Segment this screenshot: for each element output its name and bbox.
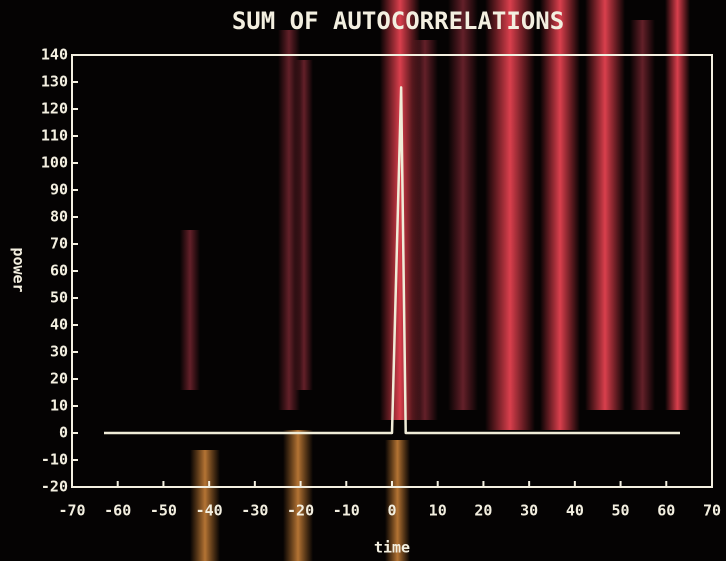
y-tick-label: 140 xyxy=(41,46,68,64)
x-tick-label: 40 xyxy=(566,502,584,520)
x-tick-label: -70 xyxy=(58,502,85,520)
y-axis-label: power xyxy=(10,247,28,292)
x-tick-label: -20 xyxy=(287,502,314,520)
y-tick-label: -20 xyxy=(41,478,68,496)
x-tick-label: 50 xyxy=(612,502,630,520)
chart-title: SUM OF AUTOCORRELATIONS xyxy=(232,7,564,35)
y-tick-label: 100 xyxy=(41,154,68,172)
x-tick-label: -60 xyxy=(104,502,131,520)
line xyxy=(104,86,680,435)
x-tick-label: -10 xyxy=(333,502,360,520)
y-tick-label: 70 xyxy=(50,235,68,253)
y-tick-label: 30 xyxy=(50,343,68,361)
background-streaks xyxy=(180,0,690,561)
y-tick-label: -10 xyxy=(41,451,68,469)
x-tick-label: -30 xyxy=(241,502,268,520)
x-tick-label: 0 xyxy=(387,502,396,520)
x-tick-label: 30 xyxy=(520,502,538,520)
y-tick-label: 20 xyxy=(50,370,68,388)
x-tick-label: 20 xyxy=(474,502,492,520)
x-axis-label: time xyxy=(374,539,410,557)
y-tick-label: 80 xyxy=(50,208,68,226)
y-tick-label: 90 xyxy=(50,181,68,199)
y-tick-label: 120 xyxy=(41,100,68,118)
y-tick-label: 60 xyxy=(50,262,68,280)
y-tick-label: 130 xyxy=(41,73,68,91)
y-tick-label: 40 xyxy=(50,316,68,334)
y-tick-label: 10 xyxy=(50,397,68,415)
x-tick-label: -40 xyxy=(196,502,223,520)
x-tick-label: 60 xyxy=(657,502,675,520)
x-tick-label: -50 xyxy=(150,502,177,520)
y-tick-label: 0 xyxy=(59,424,68,442)
y-tick-label: 50 xyxy=(50,289,68,307)
y-tick-label: 110 xyxy=(41,127,68,145)
x-tick-label: 70 xyxy=(703,502,721,520)
x-tick-label: 10 xyxy=(429,502,447,520)
